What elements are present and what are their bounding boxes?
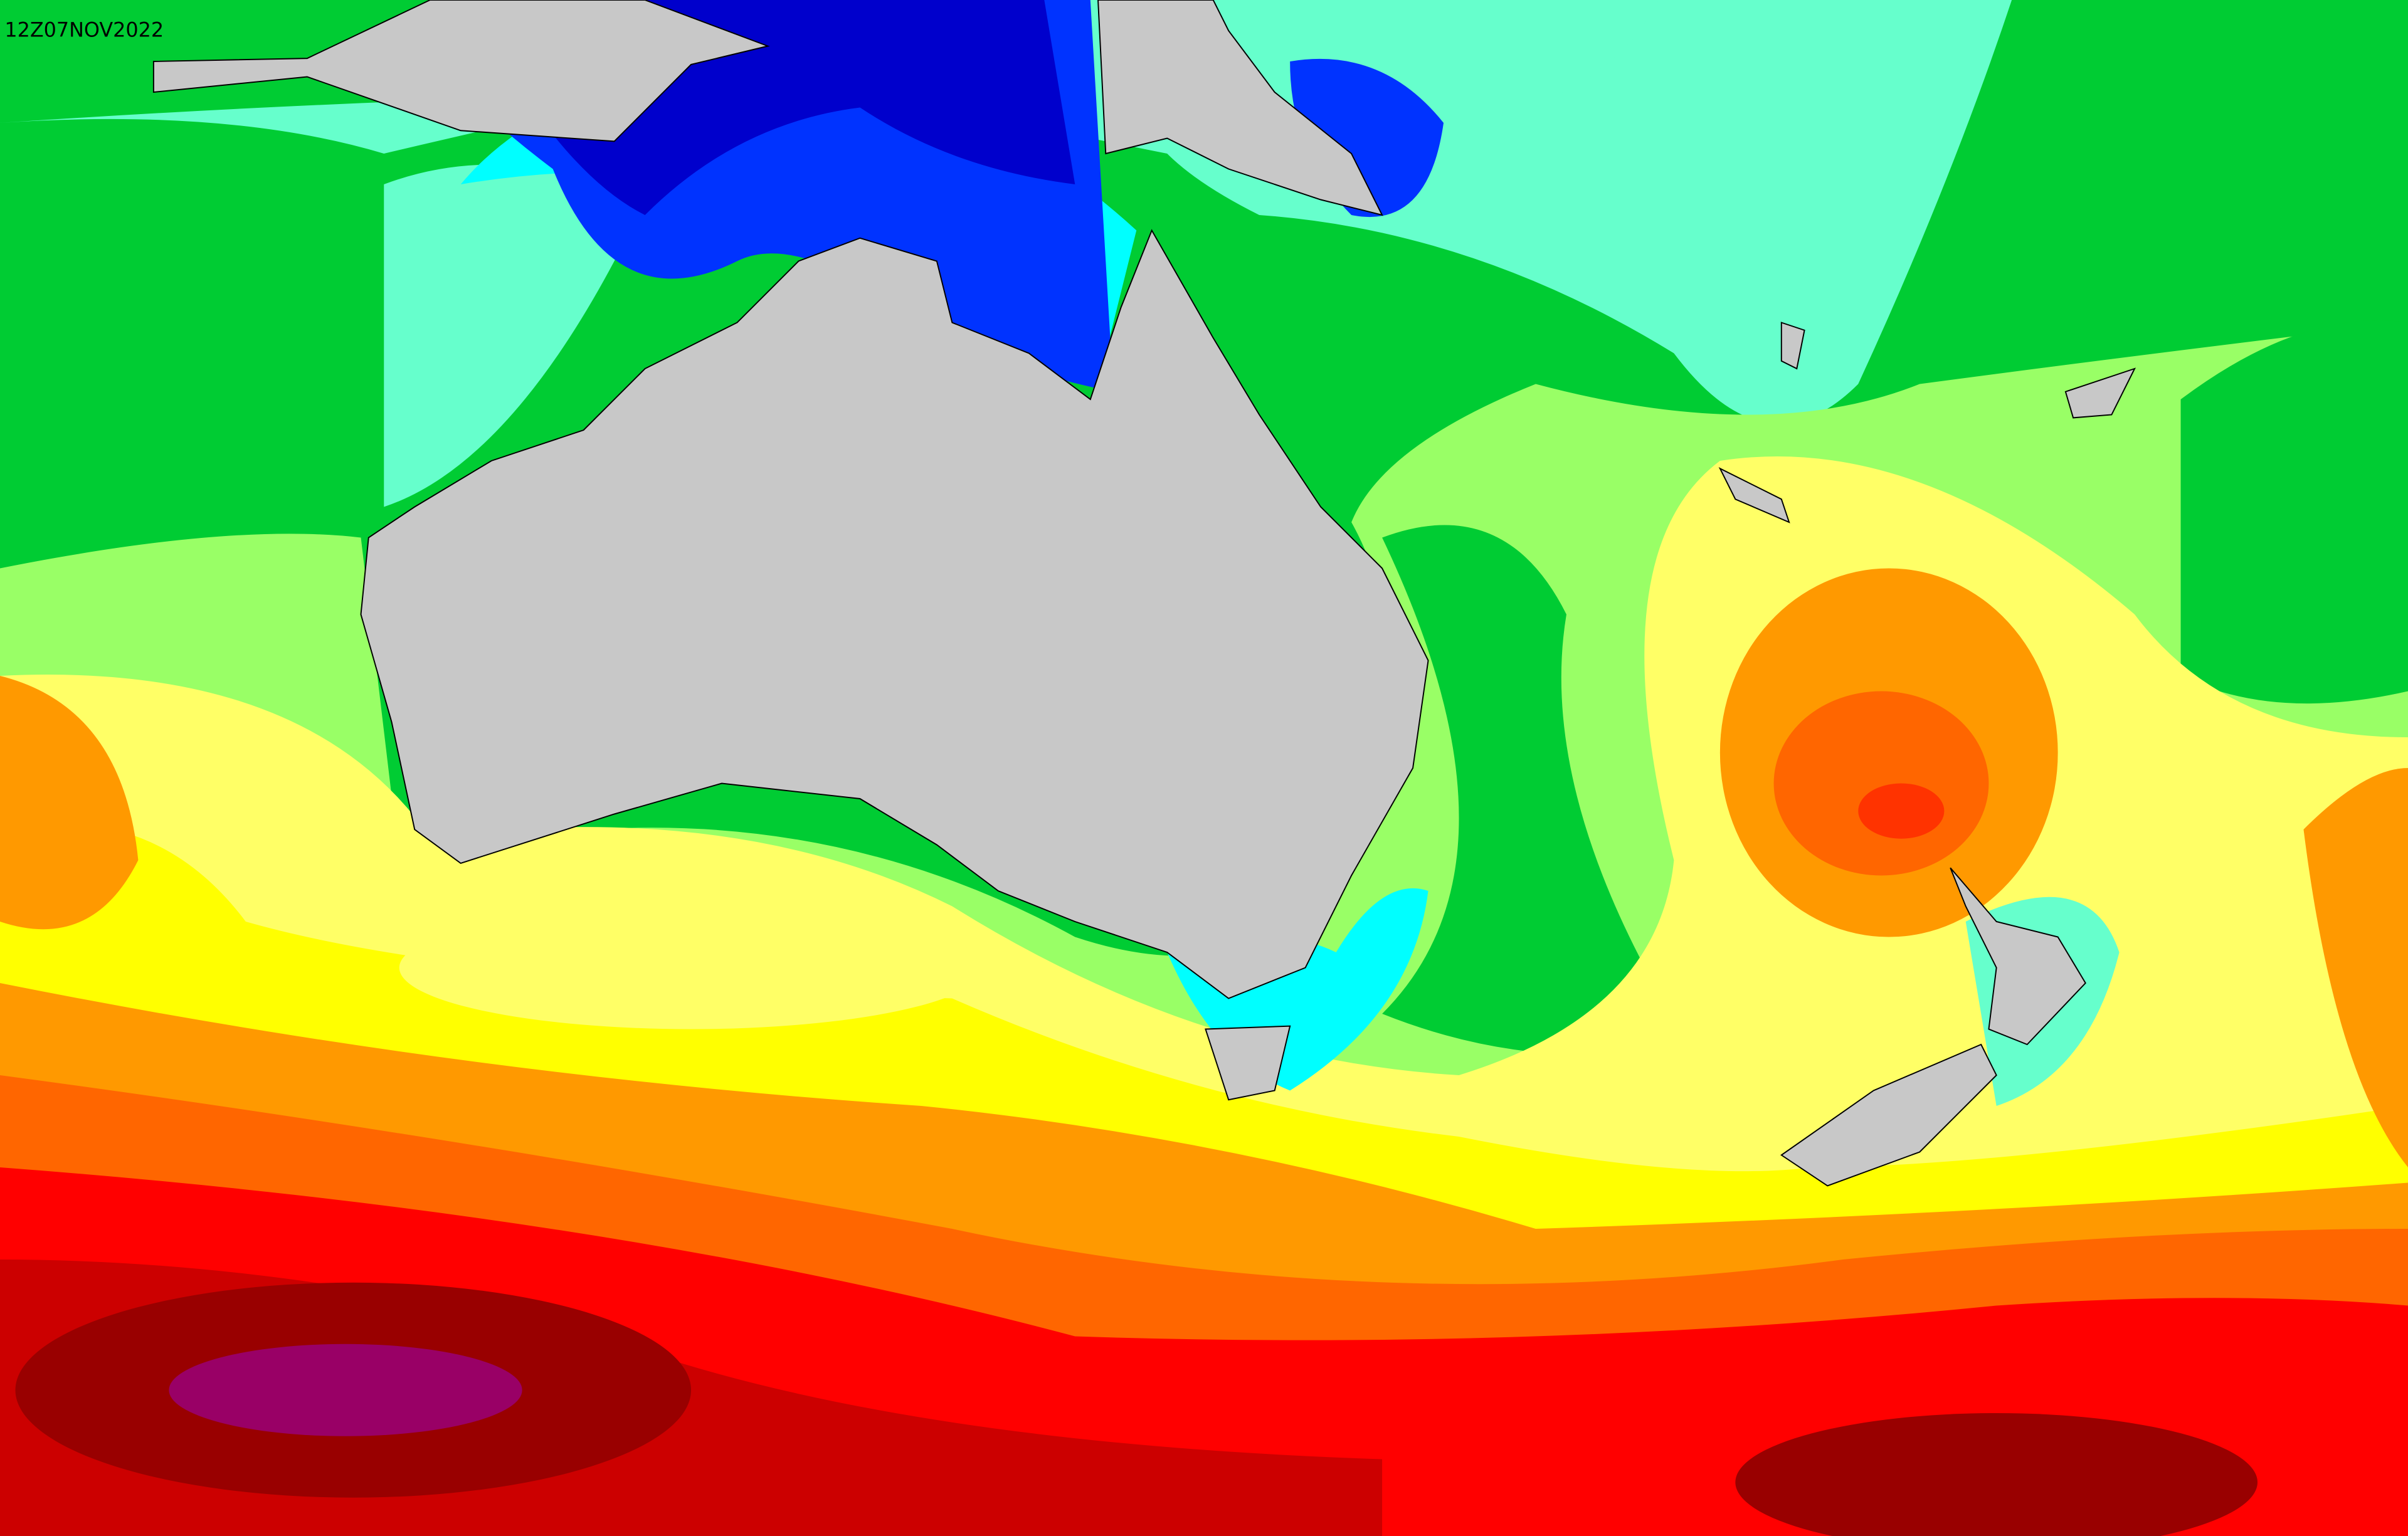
aqua-zone [384,164,645,507]
australia [360,229,1429,999]
fiji [2064,367,2136,419]
tasmania [1205,1025,1291,1101]
timestamp: 12Z07NOV2022 [4,18,164,41]
purple-zone [169,1344,522,1436]
green-zone [2180,320,2408,704]
red-zone [1858,783,1945,839]
new-zealand-south [1780,1043,1997,1187]
green-zone [1382,525,1689,1055]
orange-red-zone [1773,691,1989,876]
new-zealand-north [1950,867,2086,1046]
vanuatu [1780,322,1805,370]
new-guinea [1097,0,1383,216]
orange-zone [0,676,139,930]
new-caledonia [1718,467,1790,523]
indonesia [152,0,770,142]
light-yellow-zone [399,906,983,1029]
orange-zone [2303,768,2408,1167]
darkest-red-zone [1735,1413,2258,1536]
